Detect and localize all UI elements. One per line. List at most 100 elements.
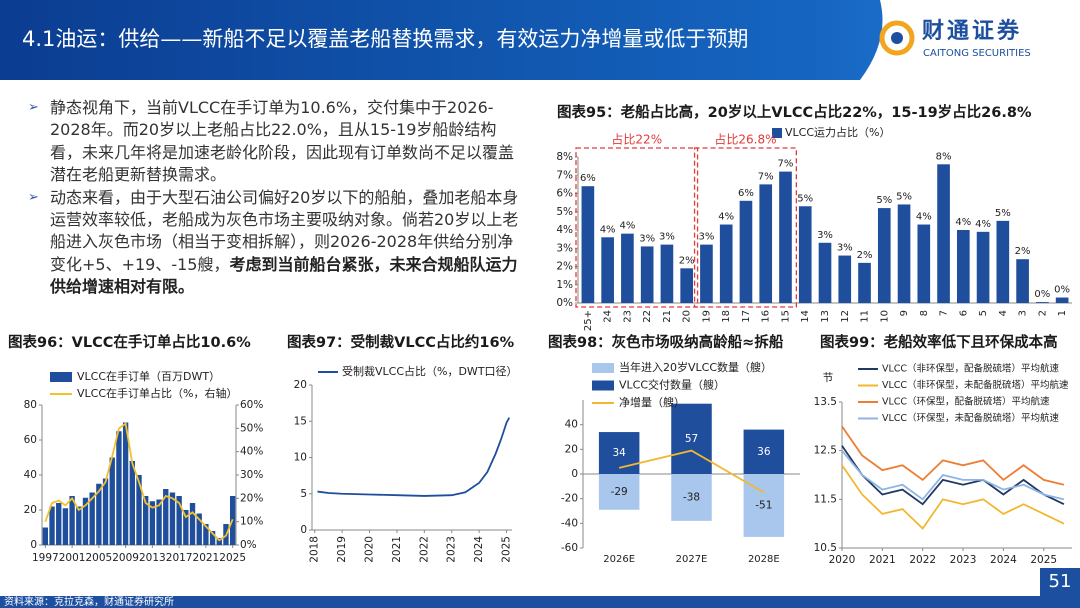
bar (102, 478, 109, 545)
bar (917, 224, 931, 303)
bullet-text: 动态来看，由于大型石油公司偏好20岁以下的船舶，叠加老船本身运营效率较低，老船成… (50, 187, 519, 274)
bar (189, 503, 196, 545)
y-tick-label: 7% (556, 169, 573, 181)
y-tick-label: 5 (300, 488, 307, 500)
y-tick-label: 10.5 (814, 542, 837, 554)
x-tick-label: 3 (1018, 310, 1029, 316)
y-tick-label: 0 (300, 524, 307, 536)
value-label: 4% (619, 221, 635, 232)
logo-name: 财通证券 (922, 18, 1022, 44)
bar (196, 513, 202, 545)
bar (671, 474, 712, 521)
x-tick-label: 14 (800, 310, 811, 323)
x-tick-label: 2019 (336, 536, 348, 563)
bar (640, 246, 654, 303)
bar (1055, 297, 1069, 303)
bar (169, 492, 176, 545)
x-tick-label: 2023 (950, 554, 977, 566)
bar (818, 242, 832, 303)
value-label: 5% (797, 193, 813, 204)
x-tick-label: 2028E (748, 554, 780, 565)
bar (739, 200, 753, 303)
x-tick-label: 1997 (32, 552, 59, 564)
x-tick-label: 16 (761, 310, 772, 323)
y-tick-label: 40 (24, 469, 37, 481)
y-tick-label: 60 (24, 434, 37, 446)
x-tick-label: 20 (682, 310, 693, 323)
chart-title: 图表98：灰色市场吸纳高龄船≈拆船 (548, 333, 784, 351)
x-tick-label: 2021 (391, 536, 403, 563)
x-tick-label: 2020 (364, 536, 376, 563)
value-label: 7% (778, 159, 794, 170)
value-label: -29 (611, 486, 628, 498)
annotation: 占比22% (611, 132, 662, 147)
value-label: 5% (896, 191, 912, 202)
value-label: 3% (699, 232, 715, 243)
x-tick-label: 10 (879, 310, 890, 323)
page-box (1040, 568, 1080, 596)
x-tick-label: 7 (939, 310, 950, 316)
value-label: 3% (837, 243, 853, 254)
chart-title: 图表97：受制裁VLCC占比约16% (287, 333, 515, 351)
y-tick-label: 20 (565, 443, 578, 455)
x-tick-label: 2026E (603, 554, 635, 565)
data-line (841, 464, 1065, 530)
bar (759, 184, 773, 303)
x-tick-label: 2022 (418, 536, 430, 563)
logo-icon-core (891, 32, 903, 44)
bar (1016, 259, 1029, 303)
x-tick-label: 2018 (309, 536, 321, 563)
chart-title: 图表96：VLCC在手订单占比10.6% (8, 333, 251, 351)
bar (69, 496, 75, 545)
legend-label: 当年进入20岁VLCC数量（艘） (619, 360, 772, 374)
bar (719, 224, 733, 303)
bar (129, 461, 135, 545)
y2-tick-label: 0% (240, 539, 257, 551)
bar (660, 244, 674, 303)
legend-label: VLCC（非环保型，未配备脱硫塔）平均航速 (882, 379, 1069, 391)
x-tick-label: 2001 (59, 552, 86, 564)
y-tick-label: 0% (556, 297, 573, 309)
legend-label: VLCC（环保型，配备脱硫塔）平均航速 (882, 396, 1050, 408)
bar (1036, 302, 1049, 303)
annotation: 占比26.8% (714, 132, 776, 147)
bar (976, 231, 990, 303)
y2-tick-label: 20% (240, 492, 263, 504)
y-tick-label: 0 (571, 468, 578, 480)
x-tick-label: 13 (820, 310, 831, 323)
bullet-bold: 考虑到当前船台紧张，未来合规船队运力供给增速相对有限。 (50, 254, 518, 297)
bar (96, 483, 102, 545)
y2-tick-label: 60% (240, 399, 263, 411)
data-line (317, 417, 511, 497)
bar (136, 475, 142, 545)
bar (598, 474, 640, 510)
legend-swatch (592, 363, 614, 373)
x-tick-label: 2013 (139, 552, 166, 564)
x-tick-label: 19 (701, 310, 712, 323)
x-tick-label: 2025 (219, 552, 246, 564)
value-label: 7% (758, 171, 774, 182)
y-tick-label: 11.5 (814, 493, 837, 505)
x-tick-label: 2025 (501, 536, 513, 563)
y2-tick-label: 40% (240, 446, 263, 458)
x-tick-label: 6 (958, 310, 969, 316)
value-label: 5% (995, 208, 1011, 219)
value-label: 5% (876, 195, 892, 206)
legend-label: VLCC（非环保型，配备脱硫塔）平均航速 (882, 363, 1060, 375)
x-tick-label: 2021 (193, 552, 220, 564)
chart-title: 图表95：老船占比高，20岁以上VLCC占比22%，15-19岁占比26.8% (557, 103, 1032, 121)
legend-label: VLCC交付数量（艘） (619, 378, 725, 392)
y-tick-label: 20 (24, 504, 37, 516)
x-tick-label: 2020 (829, 554, 856, 566)
bar (49, 506, 55, 545)
x-tick-label: 2 (1037, 310, 1048, 316)
legend-swatch (592, 380, 614, 391)
x-tick-label: 2024 (990, 554, 1017, 566)
x-tick-label: 2017 (166, 552, 193, 564)
x-tick-label: 2023 (446, 536, 458, 563)
y2-tick-label: 10% (240, 516, 263, 528)
footer-source: 资料来源：克拉克森，财通证券研究所 (4, 595, 174, 608)
y-tick-label: 40 (565, 419, 578, 431)
value-label: 4% (718, 212, 734, 223)
